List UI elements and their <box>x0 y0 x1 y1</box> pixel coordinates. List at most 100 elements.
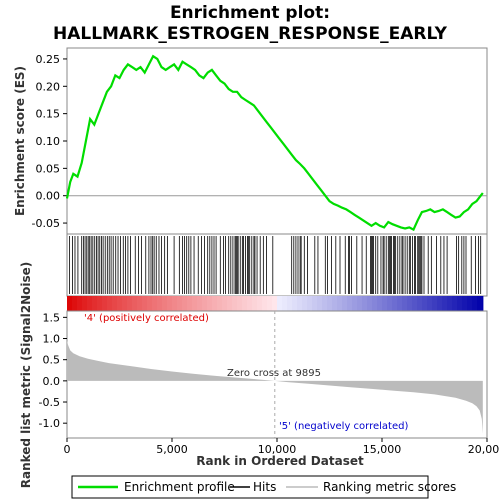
color-bar-segment <box>372 296 378 311</box>
rank-y-tick-label: -1.0 <box>39 417 60 430</box>
color-bar-segment <box>262 296 268 311</box>
color-bar-segment <box>477 296 483 311</box>
color-bar-segment <box>392 296 398 311</box>
color-bar-segment <box>282 296 288 311</box>
color-bar-segment <box>192 296 198 311</box>
color-bar-segment <box>242 296 248 311</box>
color-bar-segment <box>232 296 238 311</box>
color-bar-segment <box>142 296 148 311</box>
color-bar-segment <box>307 296 313 311</box>
color-bar-segment <box>237 296 243 311</box>
color-bar-segment <box>82 296 88 311</box>
rank-y-tick-label: 0.0 <box>43 375 61 388</box>
color-bar-segment <box>227 296 233 311</box>
color-bar-segment <box>317 296 323 311</box>
color-bar-segment <box>327 296 333 311</box>
color-bar-segment <box>417 296 423 311</box>
color-bar-segment <box>342 296 348 311</box>
color-bar-segment <box>257 296 263 311</box>
rank-y-tick-label: -0.5 <box>39 396 60 409</box>
rank-y-tick-label: 1.0 <box>43 333 61 346</box>
color-bar-segment <box>272 296 278 311</box>
es-y-tick-label: 0.25 <box>36 53 61 66</box>
color-bar-segment <box>267 296 273 311</box>
es-y-ticks: -0.050.000.050.100.150.200.25 <box>32 53 67 230</box>
x-tick-label: 0 <box>64 443 71 456</box>
color-bar-segment <box>177 296 183 311</box>
color-bar-segment <box>472 296 478 311</box>
x-tick-label: 5,000 <box>156 443 188 456</box>
color-bar-segment <box>222 296 228 311</box>
hits-panel <box>67 234 487 296</box>
color-bar-segment <box>482 296 483 311</box>
color-bar-segment <box>122 296 128 311</box>
color-bar-segment <box>87 296 93 311</box>
color-bar-segment <box>187 296 193 311</box>
color-bar-segment <box>462 296 468 311</box>
title-line1: Enrichment plot: <box>170 3 330 23</box>
color-bar-segment <box>312 296 318 311</box>
color-bar-segment <box>442 296 448 311</box>
color-bar-segment <box>207 296 213 311</box>
color-bar-segment <box>467 296 473 311</box>
x-tick-label: 15,000 <box>363 443 402 456</box>
legend-enrichment-label: Enrichment profile <box>124 480 235 494</box>
color-bar-segment <box>97 296 103 311</box>
color-bar-segment <box>117 296 123 311</box>
color-bar-segment <box>382 296 388 311</box>
color-bar-segment <box>112 296 118 311</box>
color-bar-segment <box>127 296 133 311</box>
color-bar-segment <box>152 296 158 311</box>
color-bar-segment <box>422 296 428 311</box>
es-y-tick-label: 0.05 <box>36 162 61 175</box>
color-bar-segment <box>172 296 178 311</box>
rank-y-ticks: -1.0 -0.5 0.0 0.5 1.0 1.5 <box>39 311 67 430</box>
title-line2: HALLMARK_ESTROGEN_RESPONSE_EARLY <box>53 24 448 44</box>
color-bar-segment <box>337 296 343 311</box>
color-bar-segment <box>362 296 368 311</box>
color-bar-segment <box>357 296 363 311</box>
color-bar-segment <box>287 296 293 311</box>
color-bar-segment <box>322 296 328 311</box>
color-bar-segment <box>457 296 463 311</box>
color-bar-segment <box>387 296 393 311</box>
color-bar-segment <box>367 296 373 311</box>
color-bar-segment <box>157 296 163 311</box>
es-panel: -0.050.000.050.100.150.200.25 Enrichment… <box>13 48 487 234</box>
rank-y-tick-label: 1.5 <box>43 311 61 324</box>
color-bar-segment <box>67 296 73 311</box>
color-bar-segment <box>447 296 453 311</box>
rank-y-tick-label: 0.5 <box>43 354 61 367</box>
color-bar-segment <box>302 296 308 311</box>
legend-metric-label: Ranking metric scores <box>323 480 456 494</box>
es-panel-frame <box>67 48 487 234</box>
color-bar-segment <box>332 296 338 311</box>
legend-hits-label: Hits <box>253 480 276 494</box>
color-bar-segment <box>402 296 408 311</box>
color-bar-segment <box>397 296 403 311</box>
negative-correlation-label: '5' (negatively correlated) <box>279 421 408 432</box>
color-bar-segment <box>277 296 283 311</box>
positive-correlation-label: '4' (positively correlated) <box>84 313 209 324</box>
color-bar-segment <box>107 296 113 311</box>
color-bar-segment <box>77 296 83 311</box>
color-bar-segment <box>137 296 143 311</box>
legend: Enrichment profile Hits Ranking metric s… <box>72 476 456 498</box>
es-y-axis-label: Enrichment score (ES) <box>13 66 27 216</box>
es-y-tick-label: 0.10 <box>36 135 61 148</box>
color-bar-segment <box>427 296 433 311</box>
color-bar-segment <box>102 296 108 311</box>
color-bar-segment <box>212 296 218 311</box>
color-bar-segment <box>247 296 253 311</box>
color-bar-segment <box>72 296 78 311</box>
color-bar-segment <box>132 296 138 311</box>
x-tick-label: 20,000 <box>468 443 500 456</box>
color-bar-segment <box>252 296 258 311</box>
es-y-tick-label: 0.15 <box>36 108 61 121</box>
color-bar-segment <box>92 296 98 311</box>
color-bar-segment <box>412 296 418 311</box>
color-bar-segment <box>292 296 298 311</box>
color-bar-segment <box>377 296 383 311</box>
